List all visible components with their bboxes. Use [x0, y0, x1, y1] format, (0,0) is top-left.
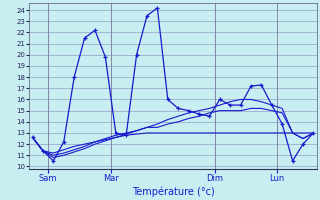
- X-axis label: Température (°c): Température (°c): [132, 186, 214, 197]
